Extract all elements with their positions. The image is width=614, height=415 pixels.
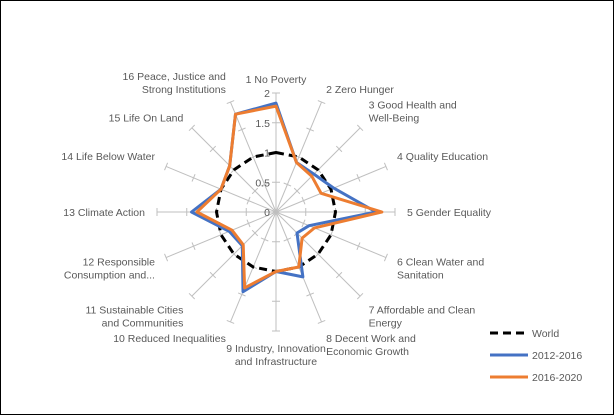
category-label-8: 8 Decent Work and [326, 333, 416, 345]
radar-axis-tick [383, 253, 388, 262]
radar-axis-tick [226, 319, 235, 324]
radar-axis-tick [356, 242, 361, 251]
radar-axis-tick [209, 271, 217, 279]
radar-axis-tick [226, 100, 235, 105]
radar-tick-label: 0.5 [255, 177, 270, 189]
radar-tick-label: 0 [264, 207, 270, 219]
category-label-11: and Communities [102, 318, 184, 330]
radar-axis-tick [383, 162, 388, 171]
category-label-9: and Infrastructure [235, 356, 317, 368]
category-label-16: 16 Peace, Justice and [123, 71, 226, 83]
radar-axis-tick [260, 237, 269, 242]
category-label-7: Energy [369, 318, 403, 330]
radar-axis-tick [191, 173, 196, 182]
radar-axis-tick [283, 182, 292, 187]
category-label-10: 10 Reduced Inequalities [113, 333, 226, 345]
radar-axis-tick [301, 196, 306, 205]
category-label-16: Strong Institutions [142, 84, 226, 96]
radar-tick-labels: 0 0.5 1 1.5 2 [255, 88, 270, 219]
radar-axis-tick [335, 271, 343, 279]
radar-axis-tick [251, 187, 259, 195]
radar-axis-tick [306, 292, 315, 297]
category-label-5: 5 Gender Equality [407, 207, 492, 219]
category-label-6: Sanitation [397, 270, 444, 282]
radar-axis-tick [356, 292, 364, 300]
radar-axis-tick [164, 253, 169, 262]
radar-axis-tick [164, 162, 169, 171]
radar-axis-tick [301, 219, 306, 228]
radar-tick-label: 1 [264, 148, 270, 160]
radar-axis-tick [188, 124, 196, 132]
category-label-12: 12 Responsible [83, 257, 156, 269]
radar-axis-tick [260, 182, 269, 187]
radar-axis-tick [356, 124, 364, 132]
radar-axis-tick [356, 173, 361, 182]
category-label-15: 15 Life On Land [109, 112, 184, 124]
radar-axis-tick [293, 187, 301, 195]
radar-axis-tick [246, 196, 251, 205]
series-2016-2020 [195, 104, 384, 290]
radar-tick-label: 1.5 [255, 118, 270, 130]
radar-axis-tick [191, 242, 196, 251]
category-label-14: 14 Life Below Water [61, 151, 155, 163]
category-label-8: Economic Growth [326, 346, 409, 358]
radar-tick-label: 2 [264, 88, 270, 100]
radar-axis-tick [246, 219, 251, 228]
radar-axis-tick [237, 292, 246, 297]
category-label-11: 11 Sustainable Cities [85, 305, 183, 317]
radar-series [190, 101, 384, 294]
radar-axis-tick [283, 237, 292, 242]
radar-axis-tick [335, 145, 343, 153]
category-label-6: 6 Clean Water and [397, 257, 484, 269]
radar-category-labels: 1 No Poverty 2 Zero Hunger 3 Good Health a… [61, 71, 491, 368]
category-label-13: 13 Climate Action [63, 207, 145, 219]
category-label-9: 9 Industry, Innovation [226, 343, 326, 355]
radar-axis-tick [237, 127, 246, 132]
radar-axis-tick [188, 292, 196, 300]
category-label-2: 2 Zero Hunger [326, 84, 394, 96]
radar-axis-tick [209, 145, 217, 153]
radar-axis-tick [251, 229, 259, 237]
category-label-4: 4 Quality Education [397, 151, 488, 163]
radar-axis-tick [306, 127, 315, 132]
legend-label-world: World [532, 328, 559, 340]
category-label-12: Consumption and... [64, 270, 155, 282]
category-label-7: 7 Affordable and Clean [369, 305, 476, 317]
legend-label-2016-2020: 2016-2020 [532, 372, 582, 384]
category-label-3: Well-Being [369, 112, 420, 124]
radar-axis-tick [317, 319, 326, 324]
category-label-3: 3 Good Health and [369, 99, 457, 111]
radar-axis-tick [317, 100, 326, 105]
category-label-1: 1 No Poverty [246, 74, 307, 86]
legend: World 2012-2016 2016-2020 [490, 328, 582, 384]
legend-label-2012-2016: 2012-2016 [532, 350, 582, 362]
